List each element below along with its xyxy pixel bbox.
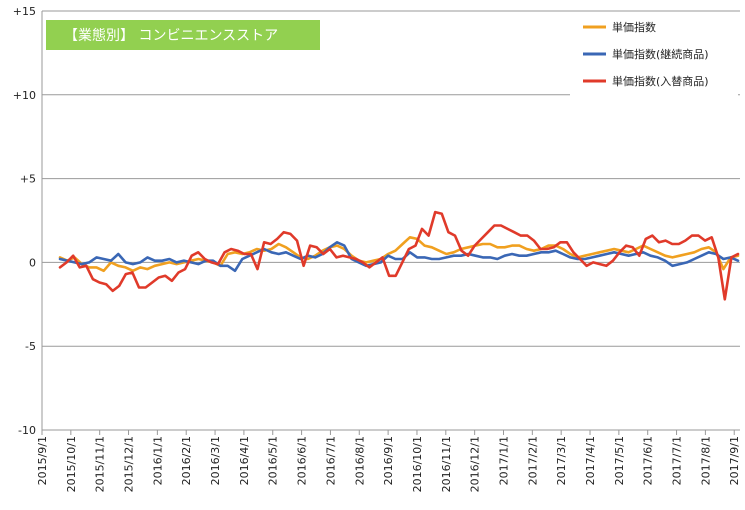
x-tick-label: 2016/11/1: [440, 436, 453, 492]
x-tick-label: 2015/10/1: [65, 436, 78, 492]
x-tick-label: 2016/5/1: [267, 436, 280, 485]
y-tick-label: -5: [25, 340, 36, 353]
series-line-2: [58, 241, 740, 273]
x-tick-label: 2017/5/1: [613, 436, 626, 485]
title-background: [46, 20, 320, 50]
x-tick-label: 2015/11/1: [94, 436, 107, 492]
x-axis: 2015/9/1 2015/10/1 2015/11/1 2015/12/1 2016/…: [36, 429, 741, 492]
y-tick-label: +15: [13, 5, 36, 18]
y-axis: +15 +10 +5 0 -5 -10: [13, 5, 43, 437]
y-tick-label: +5: [20, 173, 36, 186]
y-tick-label: 0: [29, 256, 36, 269]
x-tick-label: 2016/12/1: [469, 436, 482, 492]
x-tick-label: 2017/2/1: [526, 436, 539, 485]
x-tick-label: 2017/3/1: [555, 436, 568, 485]
x-tick-label: 2015/12/1: [123, 436, 136, 492]
series-lines: [58, 210, 740, 301]
chart-title: 【業態別】 コンビニエンスストア: [64, 28, 278, 44]
x-tick-label: 2017/8/1: [699, 436, 712, 485]
y-tick-label: -10: [18, 424, 36, 437]
legend-label-3: 単価指数(入替商品): [612, 74, 709, 88]
y-tick-label: +10: [13, 89, 36, 102]
x-tick-label: 2016/1/1: [151, 436, 164, 485]
x-tick-label: 2016/8/1: [353, 436, 366, 485]
x-tick-label: 2016/9/1: [382, 436, 395, 485]
x-tick-label: 2016/2/1: [180, 436, 193, 485]
x-tick-label: 2017/4/1: [584, 436, 597, 485]
series-line-3: [58, 210, 740, 301]
legend-label-2: 単価指数(継続商品): [612, 47, 709, 61]
legend-label-1: 単価指数: [612, 20, 656, 34]
x-tick-label: 2016/10/1: [411, 436, 424, 492]
x-tick-label: 2016/3/1: [209, 436, 222, 485]
x-tick-label: 2015/9/1: [36, 436, 49, 485]
x-tick-label: 2016/7/1: [324, 436, 337, 485]
x-tick-label: 2017/9/1: [728, 436, 741, 485]
x-tick-label: 2017/7/1: [671, 436, 684, 485]
x-tick-label: 2017/6/1: [642, 436, 655, 485]
x-tick-label: 2017/1/1: [497, 436, 510, 485]
series-line-1: [58, 236, 740, 273]
x-tick-label: 2016/4/1: [238, 436, 251, 485]
x-tick-label: 2016/6/1: [296, 436, 309, 485]
chart-title-box: 【業態別】 コンビニエンスストア: [46, 20, 320, 50]
